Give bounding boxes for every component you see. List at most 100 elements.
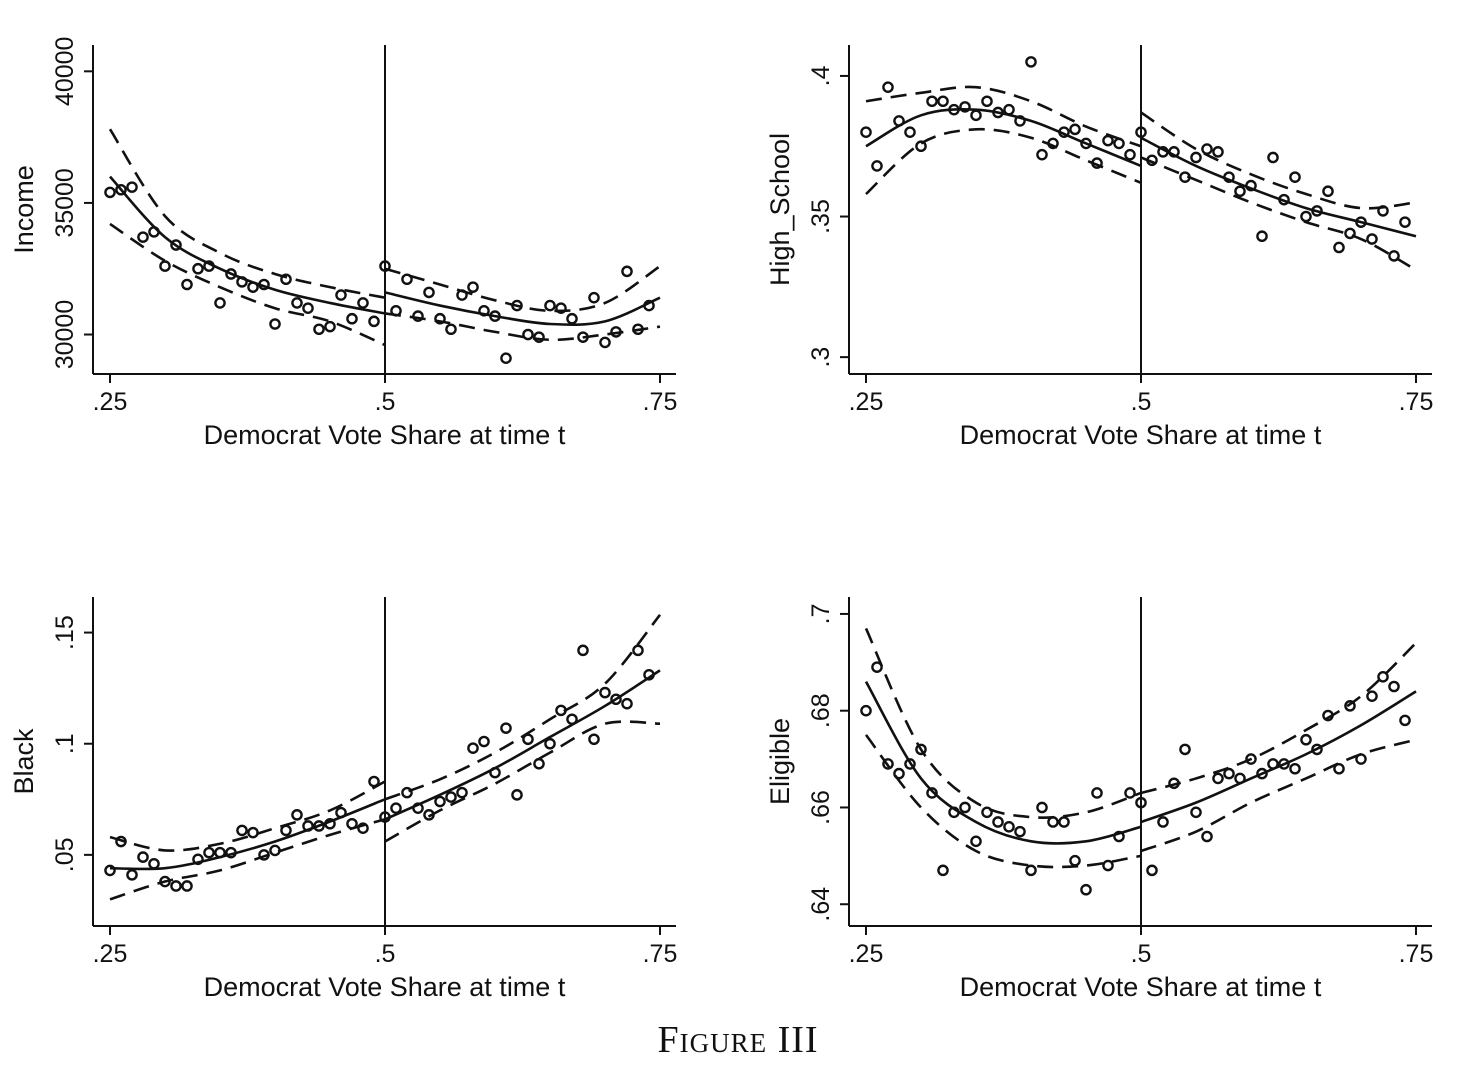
data-point xyxy=(1212,146,1224,158)
x-tick-label: .5 xyxy=(375,388,396,416)
ci-upper-left-line xyxy=(109,780,386,852)
y-axis-title: Eligible xyxy=(765,718,795,805)
data-point xyxy=(970,109,982,122)
data-point xyxy=(1311,205,1323,217)
data-point xyxy=(1047,816,1059,828)
data-point xyxy=(1333,762,1345,775)
data-point xyxy=(893,767,905,780)
data-point xyxy=(1212,772,1224,785)
data-point xyxy=(302,302,314,315)
data-point xyxy=(599,336,611,349)
data-point xyxy=(1069,854,1081,867)
data-point xyxy=(302,820,314,832)
data-point xyxy=(280,824,292,837)
data-point xyxy=(115,183,127,196)
x-axis-title: Democrat Vote Share at time t xyxy=(204,972,566,1002)
y-axis-title: High_School xyxy=(765,133,795,286)
data-point xyxy=(882,758,894,770)
x-axis-title: Democrat Vote Share at time t xyxy=(960,420,1322,450)
data-point xyxy=(992,106,1004,119)
data-point xyxy=(434,312,446,325)
ci-lower-right-line xyxy=(1140,738,1417,853)
data-point xyxy=(379,811,391,823)
data-point xyxy=(522,328,534,341)
data-point xyxy=(236,276,248,288)
ci-lower-right-line xyxy=(384,720,661,843)
x-axis-title: Democrat Vote Share at time t xyxy=(204,420,566,450)
data-point xyxy=(401,786,413,799)
data-point xyxy=(1366,690,1378,702)
data-point xyxy=(1300,733,1312,746)
x-axis-title: Democrat Vote Share at time t xyxy=(960,972,1322,1002)
data-point xyxy=(379,260,391,272)
data-point xyxy=(423,286,435,299)
x-tick-label: .75 xyxy=(1399,388,1434,416)
data-point xyxy=(1300,210,1312,223)
data-point xyxy=(181,278,193,291)
data-point xyxy=(247,826,259,839)
data-point xyxy=(170,239,182,251)
ci-upper-left-line xyxy=(108,128,386,299)
data-point xyxy=(225,846,237,859)
data-point xyxy=(489,766,501,779)
x-tick-label: .25 xyxy=(93,388,128,416)
data-point xyxy=(1399,216,1411,228)
data-point xyxy=(203,846,215,859)
panel-top-right: .25 .5 .75 .3 .35 .4 Democrat Vote Share at ti… xyxy=(765,45,1433,450)
data-point xyxy=(390,802,402,814)
data-point xyxy=(522,733,534,746)
data-point xyxy=(1289,171,1301,183)
data-point xyxy=(981,95,993,108)
y-tick-label: .05 xyxy=(51,837,79,872)
x-tick-label: .75 xyxy=(643,388,678,416)
data-point xyxy=(1234,772,1246,785)
ci-upper-right-line xyxy=(384,265,661,313)
ci-upper-right-line xyxy=(1140,111,1417,210)
ci-lower-right-line xyxy=(1140,156,1417,272)
data-point xyxy=(1289,762,1301,775)
data-point xyxy=(566,713,578,726)
panel-top-left: .25 .5 .75 30000 35000 40000 Democrat Vote Sha… xyxy=(9,37,677,450)
data-point xyxy=(937,864,949,877)
data-point xyxy=(1201,830,1213,843)
ci-upper-right-line xyxy=(1140,642,1417,795)
data-point xyxy=(948,103,960,116)
data-point xyxy=(1091,787,1103,799)
data-point xyxy=(1377,671,1389,683)
data-point xyxy=(368,315,380,328)
data-point xyxy=(1135,796,1147,809)
data-point xyxy=(871,160,883,172)
data-point xyxy=(1245,179,1257,192)
data-point xyxy=(959,801,971,814)
data-point xyxy=(456,786,468,799)
data-point xyxy=(632,323,644,336)
x-tick-label: .5 xyxy=(1131,388,1152,416)
data-point xyxy=(357,822,369,834)
data-point xyxy=(192,853,204,866)
data-point xyxy=(1355,753,1367,765)
data-point xyxy=(882,81,894,93)
data-point xyxy=(423,809,435,821)
data-point xyxy=(1333,241,1345,254)
data-point xyxy=(236,824,248,837)
data-point xyxy=(588,291,600,304)
data-point xyxy=(115,835,127,848)
data-point xyxy=(1179,171,1191,183)
data-point xyxy=(1256,767,1268,780)
data-point xyxy=(1190,806,1202,819)
data-point xyxy=(577,331,589,343)
data-point xyxy=(1036,801,1048,814)
data-point xyxy=(959,101,971,113)
data-point xyxy=(1014,115,1026,127)
data-point xyxy=(1322,185,1334,198)
data-point xyxy=(981,806,993,819)
data-point xyxy=(915,140,927,153)
data-point xyxy=(1069,123,1081,136)
data-point xyxy=(1014,825,1026,838)
fit-left-line xyxy=(109,175,386,315)
data-point xyxy=(1278,758,1290,770)
y-tick-label: 40000 xyxy=(51,37,79,107)
ci-upper-right-line xyxy=(384,613,662,801)
data-point xyxy=(1124,148,1136,161)
y-tick-label: .64 xyxy=(807,887,835,922)
